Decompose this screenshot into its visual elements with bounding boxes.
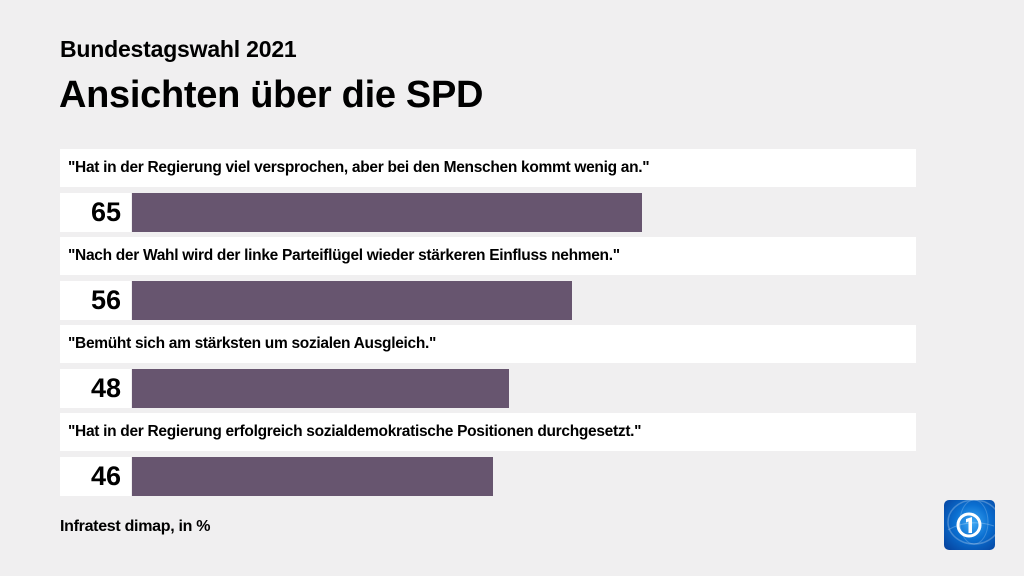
source-note: Infratest dimap, in % xyxy=(60,518,211,535)
bar xyxy=(132,369,509,408)
statement-label-box: "Bemüht sich am stärksten um sozialen Au… xyxy=(60,325,916,363)
chart-row: "Nach der Wahl wird der linke Parteiflüg… xyxy=(60,237,916,325)
chart-subtitle: Bundestagswahl 2021 xyxy=(60,36,297,62)
chart-row: "Hat in der Regierung viel versprochen, … xyxy=(60,149,916,237)
statement-label-box: "Nach der Wahl wird der linke Parteiflüg… xyxy=(60,237,916,275)
value-box: 48 xyxy=(60,369,131,408)
globe-one-icon xyxy=(947,500,995,545)
chart-row: "Bemüht sich am stärksten um sozialen Au… xyxy=(60,325,916,413)
statement-label: "Nach der Wahl wird der linke Parteiflüg… xyxy=(68,247,620,264)
statement-label: "Hat in der Regierung viel versprochen, … xyxy=(68,159,650,176)
value-label: 48 xyxy=(90,373,121,403)
value-label: 65 xyxy=(90,197,121,227)
chart-row: "Hat in der Regierung erfolgreich sozial… xyxy=(60,413,916,501)
value-label: 46 xyxy=(90,461,121,491)
statement-label: "Bemüht sich am stärksten um sozialen Au… xyxy=(68,335,437,352)
tagesschau-logo-icon xyxy=(944,500,995,550)
bar xyxy=(132,281,572,320)
bar-chart: "Hat in der Regierung viel versprochen, … xyxy=(60,149,916,501)
statement-label-box: "Hat in der Regierung erfolgreich sozial… xyxy=(60,413,916,451)
bar xyxy=(132,457,493,496)
value-box: 65 xyxy=(60,193,131,232)
value-box: 56 xyxy=(60,281,131,320)
chart-title: Ansichten über die SPD xyxy=(59,74,484,116)
statement-label: "Hat in der Regierung erfolgreich sozial… xyxy=(68,423,642,440)
value-label: 56 xyxy=(90,285,121,315)
value-box: 46 xyxy=(60,457,131,496)
bar xyxy=(132,193,642,232)
statement-label-box: "Hat in der Regierung viel versprochen, … xyxy=(60,149,916,187)
